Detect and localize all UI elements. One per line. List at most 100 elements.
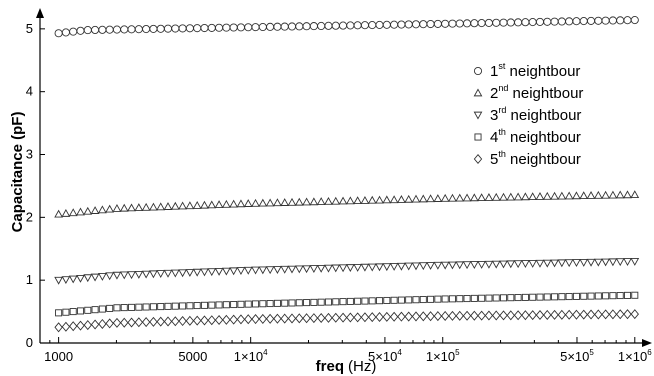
data-point	[61, 208, 71, 217]
data-point	[535, 310, 545, 321]
data-point	[594, 292, 602, 300]
data-point	[193, 302, 201, 310]
data-point	[367, 263, 377, 272]
legend-label: 2nd neightbour	[490, 83, 583, 102]
x-tick-label: 5000	[178, 349, 207, 364]
data-point	[631, 291, 639, 299]
data-point	[156, 270, 166, 279]
data-point	[572, 292, 580, 300]
data-point	[316, 197, 326, 206]
legend-label: 4th neightbour	[490, 127, 581, 146]
data-point	[83, 320, 92, 331]
data-point	[338, 196, 348, 205]
data-point	[214, 267, 224, 276]
data-point	[83, 274, 93, 283]
data-point	[558, 293, 566, 301]
data-point	[630, 309, 639, 320]
data-point	[127, 203, 136, 212]
axes	[36, 8, 652, 347]
legend-label: 3rd neightbour	[490, 105, 581, 124]
data-point	[127, 25, 136, 34]
legend-marker	[474, 133, 482, 141]
data-point	[433, 19, 442, 28]
data-point	[572, 309, 581, 320]
data-point	[332, 298, 340, 306]
data-point	[134, 317, 144, 328]
data-point	[448, 310, 457, 321]
data-point	[302, 197, 311, 206]
data-point	[630, 257, 640, 266]
data-point	[580, 292, 588, 300]
data-point	[346, 297, 354, 305]
data-point	[462, 310, 472, 321]
data-point	[426, 19, 435, 29]
y-tick-label: 0	[26, 335, 33, 350]
data-point	[295, 313, 304, 324]
data-point	[98, 25, 107, 34]
data-point	[163, 24, 173, 33]
data-point	[448, 261, 457, 270]
data-point	[273, 22, 282, 31]
data-point	[557, 17, 566, 26]
data-point	[441, 295, 449, 303]
data-point	[273, 198, 282, 207]
data-point	[375, 311, 384, 323]
data-point	[98, 305, 106, 313]
data-point	[368, 312, 377, 323]
data-point	[317, 21, 326, 31]
series-5	[54, 309, 639, 333]
data-point	[236, 267, 246, 276]
data-point	[179, 302, 187, 310]
data-point	[258, 22, 267, 32]
data-point	[477, 19, 486, 28]
data-point	[178, 201, 187, 210]
data-point	[433, 311, 443, 322]
data-point	[185, 24, 194, 33]
data-point	[113, 304, 121, 312]
x-tick-label: 5×104	[368, 348, 402, 364]
data-point	[513, 192, 523, 201]
data-point	[61, 28, 70, 37]
data-point	[536, 293, 544, 301]
data-point	[586, 191, 596, 199]
x-axis-title-bold: freq	[316, 358, 344, 375]
data-point	[623, 291, 632, 299]
data-point	[521, 310, 530, 321]
data-point	[200, 315, 209, 326]
data-point	[448, 295, 456, 303]
data-point	[302, 22, 311, 31]
series-1	[54, 16, 639, 38]
data-point	[484, 310, 494, 321]
data-point	[608, 190, 618, 199]
data-point	[178, 316, 187, 327]
data-point	[586, 258, 596, 267]
data-point	[170, 201, 180, 210]
data-point	[550, 309, 559, 320]
data-point	[295, 299, 303, 307]
data-point	[156, 316, 165, 327]
data-point	[185, 201, 195, 210]
data-point	[434, 295, 442, 303]
data-point	[346, 312, 355, 323]
data-point	[61, 276, 71, 285]
data-point	[601, 190, 610, 199]
data-point	[412, 296, 420, 304]
data-point	[345, 264, 355, 273]
data-point	[404, 20, 413, 29]
data-point	[405, 296, 413, 304]
data-point	[353, 196, 363, 205]
data-point	[229, 267, 239, 276]
data-point	[513, 260, 523, 269]
data-point	[383, 296, 391, 304]
data-point	[90, 206, 100, 214]
data-point	[484, 193, 494, 201]
data-point	[529, 293, 537, 301]
data-point	[542, 259, 552, 268]
x-tick-label: 1000	[44, 349, 73, 364]
series-layer	[54, 16, 640, 333]
data-point	[353, 263, 363, 272]
data-point	[397, 20, 406, 29]
data-point	[156, 202, 166, 211]
data-point	[200, 23, 209, 33]
